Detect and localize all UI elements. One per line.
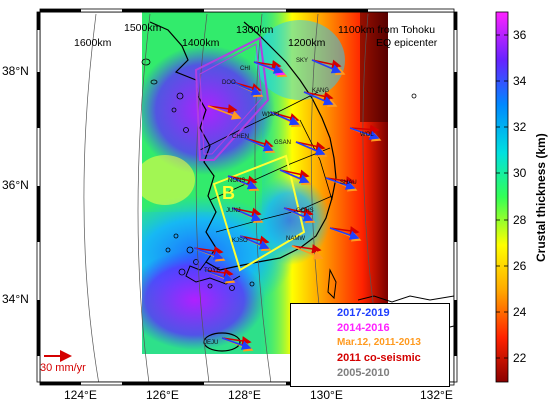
distance-label-1300: 1300km	[236, 24, 274, 36]
colorbar-ticks	[496, 34, 508, 359]
distance-label-1100: 1100km from Tohoku	[338, 24, 436, 36]
lat-label-38: 38°N	[2, 64, 29, 78]
colorbar-tick-label: 30	[513, 166, 527, 180]
site-label: CHI	[240, 66, 251, 72]
distance-label-1200: 1200km	[288, 37, 326, 49]
site-label: WNJU	[262, 112, 280, 118]
distance-label-1600: 1600km	[74, 37, 112, 49]
legend: 2017-2019 2014-2016 Mar.12, 2011-2013 20…	[290, 303, 450, 387]
colorbar	[495, 11, 509, 383]
distance-label-1400: 1400km	[182, 37, 220, 49]
colorbar-tick-label: 34	[513, 74, 527, 88]
site-label: NAMW	[286, 236, 305, 242]
site-label: DOO	[222, 80, 236, 86]
region-b-label: B	[222, 183, 235, 203]
region-a-box	[194, 36, 270, 161]
legend-label: 2017-2019	[337, 307, 390, 319]
distance-label-epicenter: EQ epicenter	[376, 37, 438, 49]
site-label: JUNJ	[226, 208, 241, 214]
lon-label-132: 132°E	[420, 388, 453, 402]
site-label: SKY	[296, 58, 309, 64]
legend-label: Mar.12, 2011-2013	[337, 337, 421, 348]
colorbar-tick-label: 36	[513, 28, 527, 42]
site-label: NONS	[228, 178, 246, 184]
colorbar-tick-label: 22	[513, 351, 527, 365]
lat-label-34: 34°N	[2, 292, 29, 306]
velocity-arrows	[193, 59, 382, 352]
lon-label-124: 124°E	[64, 388, 97, 402]
legend-label: 2014-2016	[337, 322, 390, 334]
lat-label-36: 36°N	[2, 178, 29, 192]
islands	[141, 58, 417, 291]
fault-lines	[199, 91, 333, 233]
legend-label: 2005-2010	[337, 367, 390, 379]
scale-label: 30 mm/yr	[40, 362, 86, 374]
site-label: KJSO	[232, 238, 248, 244]
coastline-japan	[357, 295, 455, 303]
colorbar-tick-label: 24	[513, 305, 527, 319]
colorbar-tick-label: 28	[513, 213, 527, 227]
colorbar-title: Crustal thickness (km)	[534, 133, 548, 262]
site-label: SHAU	[340, 180, 357, 186]
site-label: CHEN	[232, 134, 250, 140]
site-label: GOHS	[296, 208, 314, 214]
site-label: GSAN	[274, 140, 292, 146]
tsushima-island	[327, 268, 337, 300]
site-label: TOYE	[204, 268, 221, 274]
site-label: JEJU	[204, 340, 219, 346]
distance-label-1500: 1500km	[124, 22, 162, 34]
site-label: KANG	[312, 88, 330, 94]
lon-label-128: 128°E	[228, 388, 261, 402]
colorbar-tick-label: 26	[513, 259, 527, 273]
region-a-inner-box	[199, 43, 263, 155]
arrow-group	[253, 60, 288, 78]
lon-label-130: 130°E	[310, 388, 343, 402]
colorbar-tick-label: 32	[513, 120, 527, 134]
region-b-box	[212, 154, 306, 272]
site-label: WOL	[360, 132, 374, 138]
lon-label-126: 126°E	[146, 388, 179, 402]
legend-label: 2011 co-seismic	[337, 352, 421, 364]
